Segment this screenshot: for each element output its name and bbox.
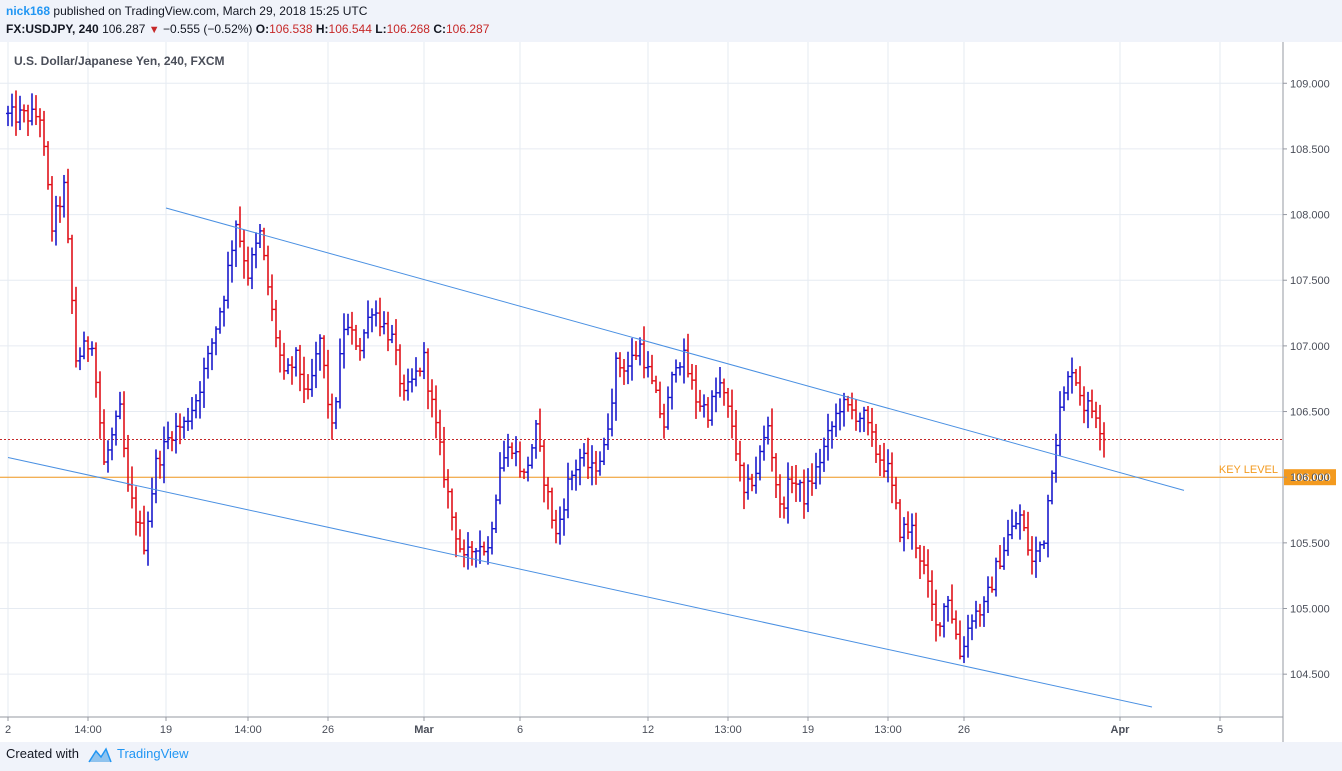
close-label: C: (433, 22, 446, 36)
ohlc-bars (6, 90, 1106, 664)
price-tick-label: 108.000 (1290, 210, 1330, 222)
time-tick-label: 5 (1217, 724, 1223, 736)
low-label: L: (375, 22, 387, 36)
time-tick-label: 14:00 (74, 724, 102, 736)
price-tick-label: 108.500 (1290, 144, 1330, 156)
time-axis[interactable]: 2 14:00 19 14:00 26 Mar 6 12 13:00 19 13:00 26 Apr 5 (5, 717, 1223, 736)
trend-channel (7, 207, 1185, 708)
channel-upper-line (165, 207, 1185, 491)
key-level-price-tag (1284, 469, 1336, 486)
key-level-label: KEY LEVEL (1219, 464, 1278, 476)
price-tick-label: 105.000 (1290, 604, 1330, 616)
time-tick-label: Mar (414, 724, 434, 736)
price-tick-label: 104.500 (1290, 669, 1330, 681)
open-value: 106.538 (269, 22, 313, 36)
time-tick-label: 14:00 (234, 724, 262, 736)
high-value: 106.544 (328, 22, 372, 36)
price-tick-label: 106.500 (1290, 407, 1330, 419)
footer: Created with TradingView (0, 742, 1342, 771)
time-tick-label: 26 (322, 724, 334, 736)
time-tick-label: 6 (517, 724, 523, 736)
time-tick-label: 19 (802, 724, 814, 736)
chart-area[interactable]: KEY LEVEL 106.000 109.000 108.500 108.000 10… (0, 42, 1342, 742)
time-tick-label: 26 (958, 724, 970, 736)
symbol-label[interactable]: FX:USDJPY, 240 (6, 22, 99, 36)
channel-lower-line (7, 457, 1153, 708)
chart-title: U.S. Dollar/Japanese Yen, 240, FXCM (14, 54, 225, 68)
time-tick-label: 19 (160, 724, 172, 736)
down-arrow-icon: ▼ (148, 24, 160, 36)
created-with-text: Created with (6, 746, 79, 761)
price-tick-label: 107.500 (1290, 275, 1330, 287)
price-axis[interactable]: 109.000 108.500 108.000 107.500 107.000 106.5… (1283, 78, 1330, 681)
price-change: −0.555 (−0.52%) (163, 22, 253, 36)
time-tick-label: Apr (1111, 724, 1131, 736)
time-tick-label: 2 (5, 724, 11, 736)
price-tick-label: 106.000 (1290, 472, 1330, 484)
time-tick-label: 13:00 (874, 724, 902, 736)
open-label: O: (255, 22, 270, 36)
key-level-value: 106.000 (1291, 472, 1331, 484)
published-info: published on TradingView.com, March 29, … (53, 4, 368, 18)
close-value: 106.287 (446, 22, 490, 36)
tradingview-brand[interactable]: TradingView (117, 746, 189, 761)
chart-header: nick168 published on TradingView.com, Ma… (0, 0, 1342, 42)
price-tick-label: 105.500 (1290, 538, 1330, 550)
time-tick-label: 13:00 (714, 724, 742, 736)
publish-line: nick168 published on TradingView.com, Ma… (6, 4, 367, 18)
key-level-layer: KEY LEVEL 106.000 (0, 439, 1336, 486)
tradingview-logo-icon (88, 747, 112, 763)
price-tick-label: 107.000 (1290, 341, 1330, 353)
grid (0, 42, 1283, 717)
price-tick-label: 109.000 (1290, 78, 1330, 90)
quote-line: FX:USDJPY, 240 106.287 ▼ −0.555 (−0.52%)… (6, 22, 489, 36)
time-tick-label: 12 (642, 724, 654, 736)
high-label: H: (315, 22, 329, 36)
low-value: 106.268 (386, 22, 430, 36)
last-price: 106.287 (102, 22, 146, 36)
author-link[interactable]: nick168 (6, 4, 51, 18)
